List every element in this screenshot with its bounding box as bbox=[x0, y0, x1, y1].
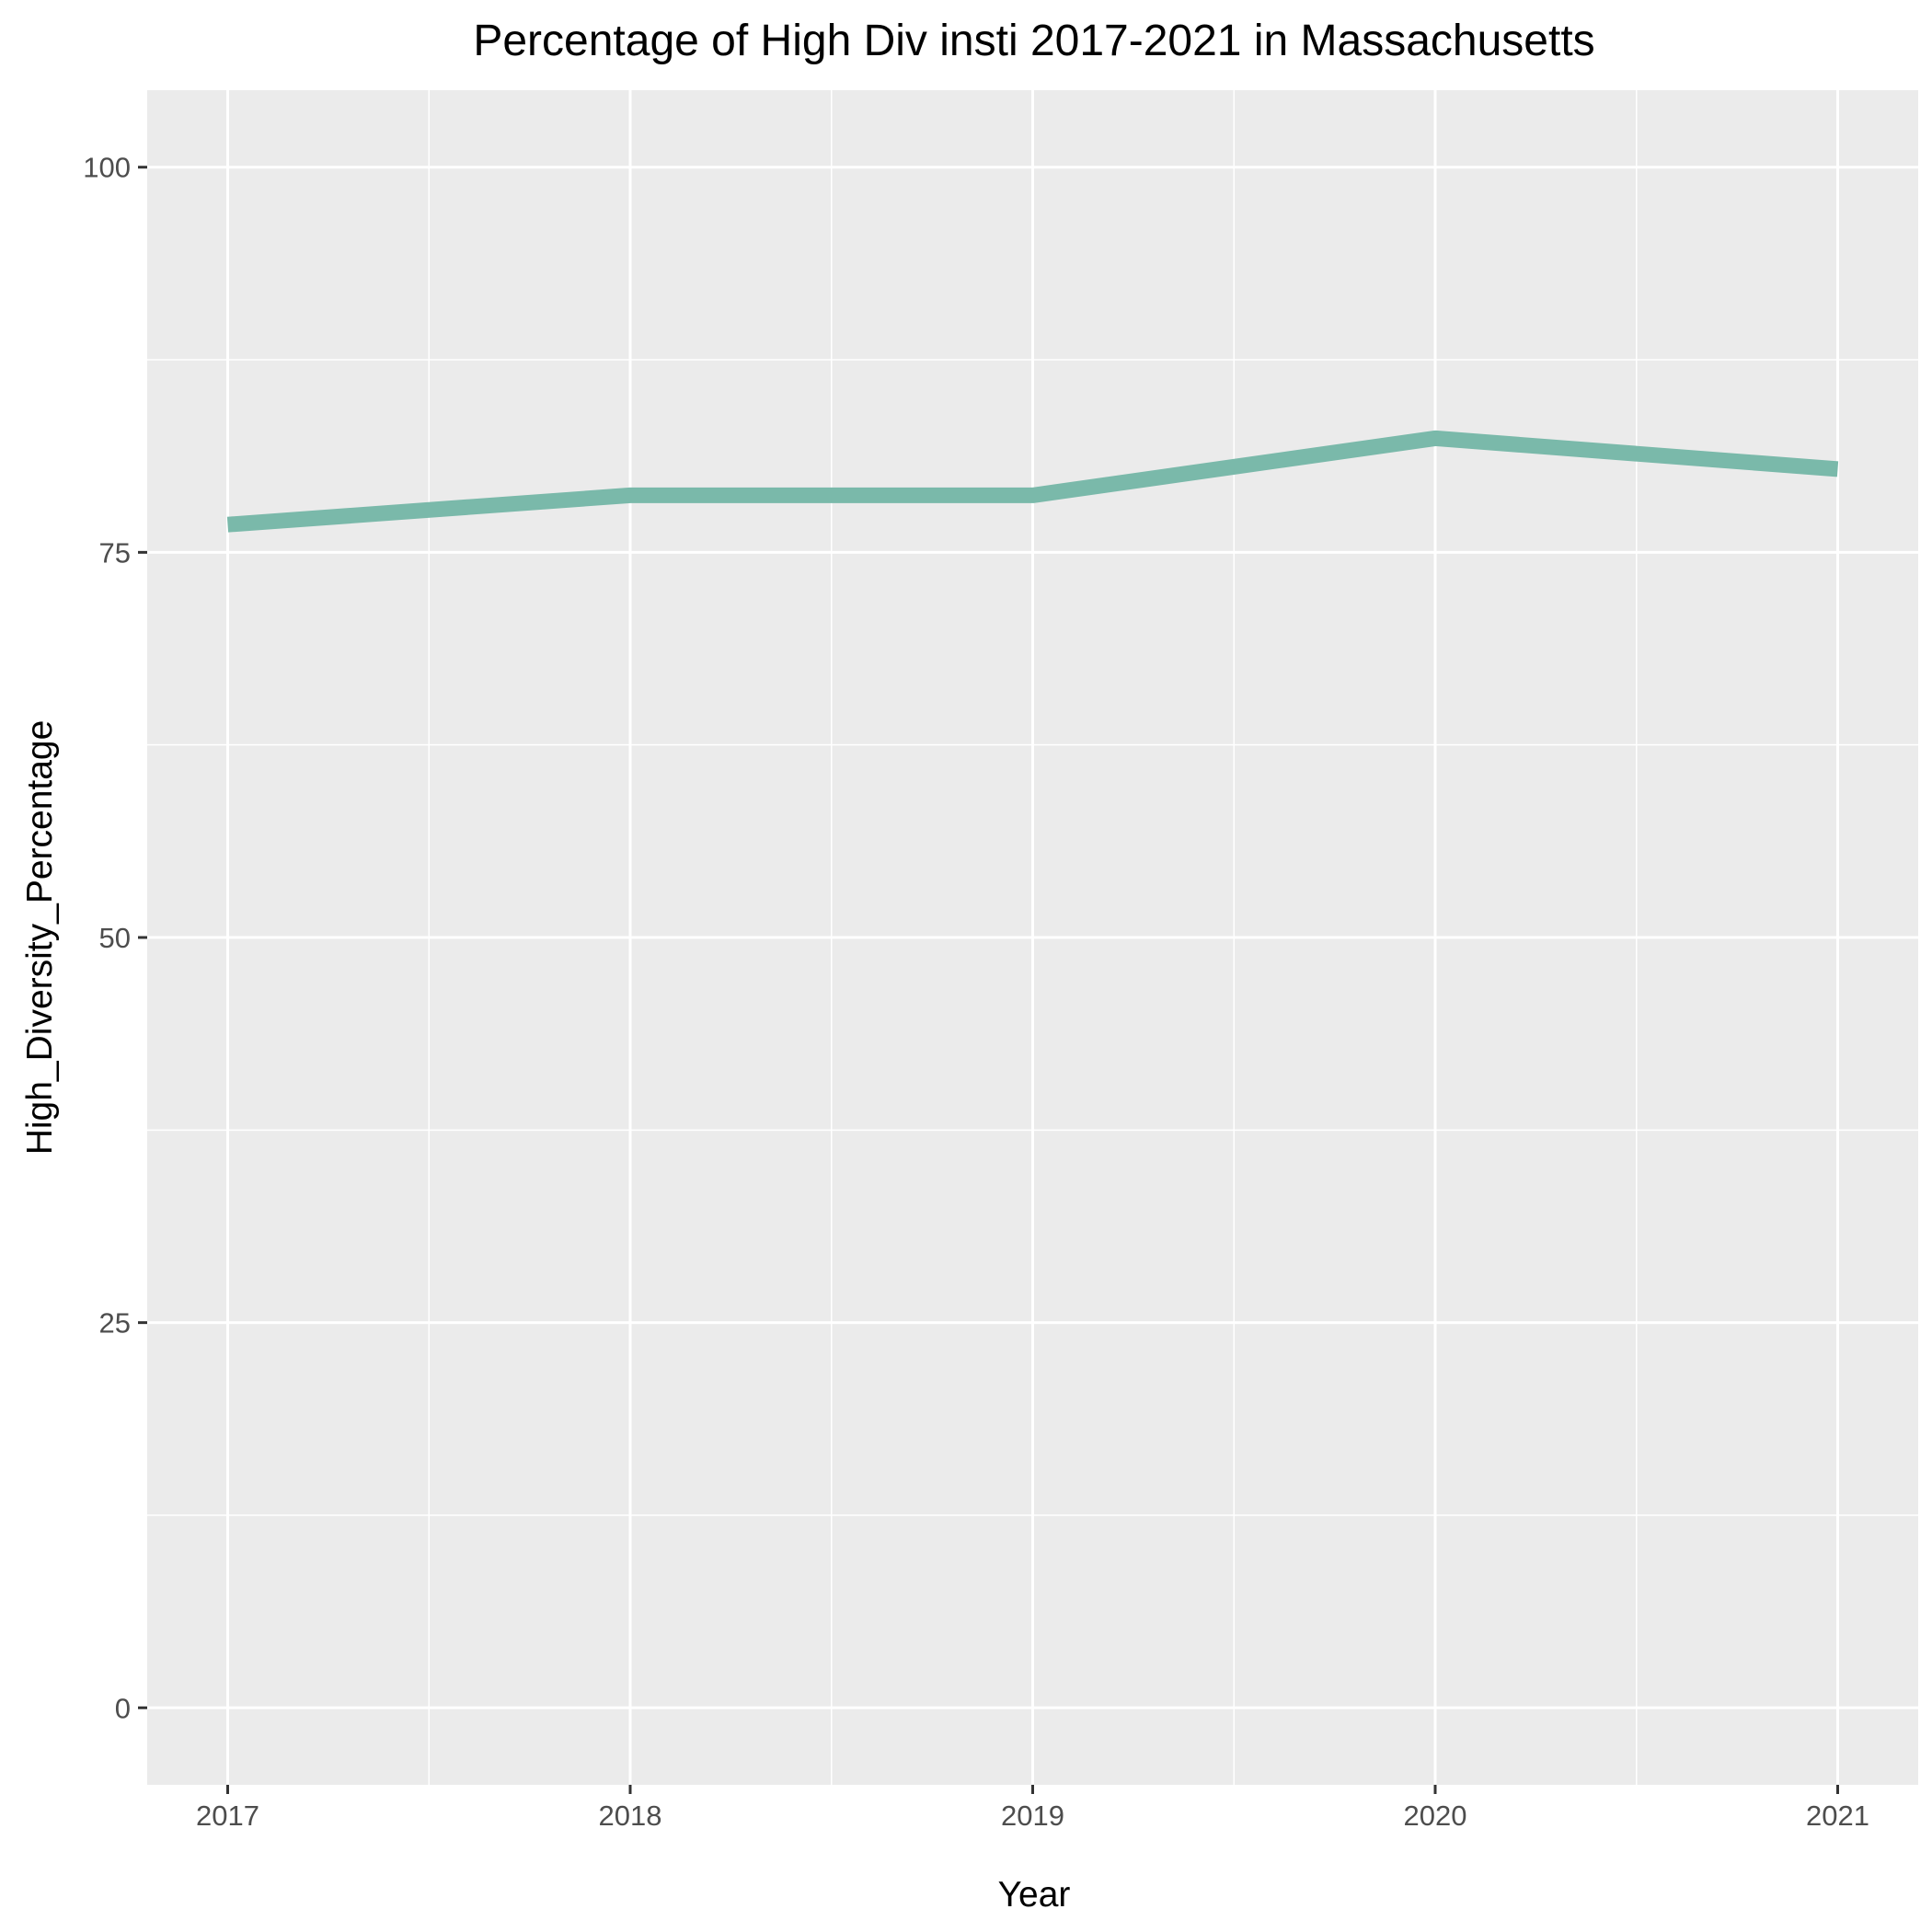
x-axis-title: Year bbox=[998, 1875, 1071, 1915]
y-tick-label: 100 bbox=[83, 152, 131, 184]
x-axis: 2017 2018 2019 2020 2021 bbox=[196, 1785, 1869, 1832]
x-tick-label: 2017 bbox=[196, 1800, 259, 1832]
series-line bbox=[226, 430, 1839, 533]
y-tick-label: 25 bbox=[99, 1307, 131, 1340]
x-tick-label: 2019 bbox=[1001, 1800, 1064, 1832]
y-axis: 0 25 50 75 100 bbox=[83, 152, 147, 1724]
major-gridlines bbox=[147, 90, 1918, 1785]
y-tick-label: 50 bbox=[99, 922, 131, 954]
x-tick-label: 2020 bbox=[1404, 1800, 1467, 1832]
x-tick-label: 2018 bbox=[599, 1800, 662, 1832]
y-axis-title: High_Diversity_Percentage bbox=[20, 720, 60, 1156]
y-tick-label: 75 bbox=[99, 536, 131, 569]
y-tick-label: 0 bbox=[115, 1692, 131, 1724]
chart-title: Percentage of High Div insti 2017-2021 i… bbox=[473, 17, 1594, 65]
series-layer bbox=[226, 430, 1839, 533]
x-tick-label: 2021 bbox=[1806, 1800, 1869, 1832]
